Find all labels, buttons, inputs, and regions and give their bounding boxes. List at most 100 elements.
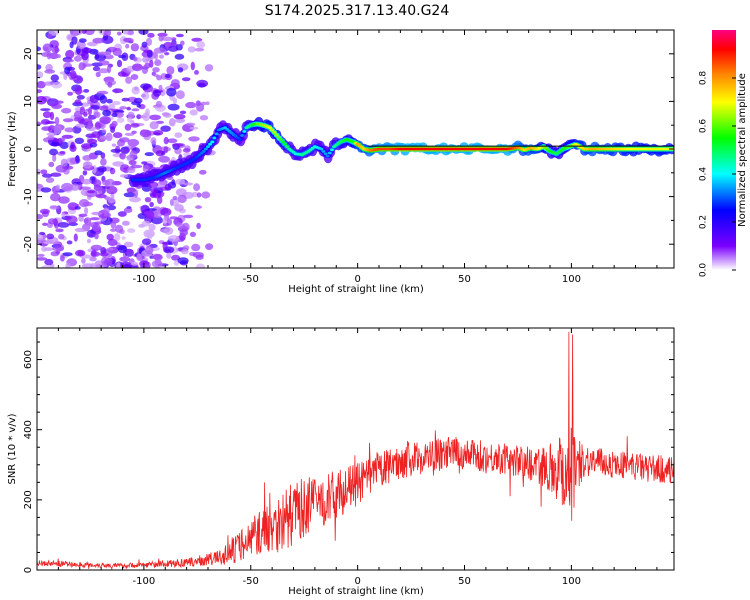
noise-speck [46, 132, 57, 136]
noise-speck [141, 238, 152, 245]
ridge-core [276, 135, 281, 139]
noise-speck [55, 250, 61, 255]
noise-speck [144, 152, 154, 157]
spectrogram-ylabel: Frequency (Hz) [7, 111, 18, 187]
noise-speck [61, 134, 74, 139]
noise-speck [131, 130, 137, 134]
noise-speck [55, 184, 61, 192]
noise-speck [111, 143, 117, 147]
noise-speck [117, 245, 128, 254]
noise-speck [89, 94, 100, 104]
spectrogram-ytick-label: 10 [23, 95, 34, 108]
noise-speck [54, 100, 64, 104]
noise-speck [127, 228, 136, 233]
noise-speck [136, 114, 142, 120]
noise-speck [150, 137, 157, 145]
noise-speck [158, 34, 164, 42]
noise-speck [99, 252, 109, 257]
noise-speck [167, 138, 178, 144]
noise-speck [123, 37, 134, 43]
noise-speck [94, 232, 99, 240]
noise-speck [127, 139, 140, 147]
noise-speck [81, 258, 86, 264]
noise-speck [81, 30, 87, 34]
noise-speck [204, 64, 214, 72]
noise-speck [141, 41, 148, 48]
noise-speck [188, 136, 200, 142]
noise-speck [37, 95, 47, 105]
noise-speck [167, 103, 180, 111]
noise-speck [164, 52, 170, 56]
noise-speck [129, 196, 141, 203]
noise-speck [195, 263, 206, 268]
noise-speck [74, 227, 87, 233]
noise-speck [177, 67, 184, 73]
noise-speck [74, 55, 82, 62]
noise-speck [134, 86, 139, 91]
noise-speck [168, 118, 176, 127]
noise-speck [107, 257, 113, 265]
noise-speck [136, 253, 143, 262]
noise-speck [156, 75, 163, 81]
snr-ytick-label: 0 [23, 567, 34, 573]
noise-speck [162, 242, 168, 250]
noise-speck [109, 167, 116, 175]
noise-speck [46, 50, 52, 60]
ridge-core [242, 130, 247, 133]
noise-speck [142, 112, 150, 122]
noise-speck [87, 190, 96, 194]
noise-speck [58, 233, 65, 240]
noise-speck [117, 117, 125, 123]
noise-speck [174, 118, 186, 123]
noise-speck [201, 191, 211, 199]
noise-speck [197, 82, 206, 88]
noise-speck [101, 129, 107, 134]
noise-speck [81, 178, 92, 185]
ridge-core [270, 128, 275, 132]
noise-speck [114, 233, 121, 241]
noise-speck [163, 146, 169, 154]
colorbar-ticks: 0.0 0.2 0.4 0.6 0.8 [699, 71, 736, 277]
noise-speck [116, 31, 122, 36]
spectrogram-xtick-label: 0 [354, 274, 360, 285]
noise-speck [55, 228, 64, 233]
noise-speck [39, 231, 46, 236]
noise-speck [65, 262, 71, 268]
spectrogram-xtick-label: 100 [562, 274, 581, 285]
noise-speck [51, 103, 62, 110]
ridge-core [325, 154, 330, 158]
noise-speck [150, 188, 159, 193]
noise-speck [62, 118, 74, 123]
noise-speck [130, 43, 140, 52]
noise-speck [93, 221, 104, 225]
noise-speck [92, 66, 101, 72]
noise-speck [90, 105, 100, 110]
noise-speck [177, 257, 189, 265]
noise-speck [107, 197, 116, 204]
snr-xtick-label: -50 [243, 576, 259, 587]
noise-speck [158, 84, 163, 91]
noise-speck [160, 125, 171, 132]
noise-speck [61, 107, 72, 114]
snr-xtick-label: 100 [562, 576, 581, 587]
noise-speck [98, 60, 110, 66]
noise-speck [81, 47, 93, 54]
ridge-core [274, 133, 279, 137]
noise-speck [104, 178, 115, 188]
noise-speck [87, 121, 93, 130]
noise-speck [144, 197, 152, 203]
noise-speck [37, 214, 44, 220]
noise-speck [195, 254, 204, 260]
colorbar-tick-label: 0.6 [699, 119, 709, 134]
noise-speck [166, 252, 172, 259]
ridge-layer [128, 116, 674, 188]
noise-speck [66, 240, 73, 245]
noise-speck [47, 218, 57, 225]
noise-speck [84, 207, 89, 215]
noise-speck [96, 187, 103, 192]
noise-speck [113, 132, 123, 139]
ridge-core [212, 136, 217, 140]
noise-speck [152, 67, 160, 73]
